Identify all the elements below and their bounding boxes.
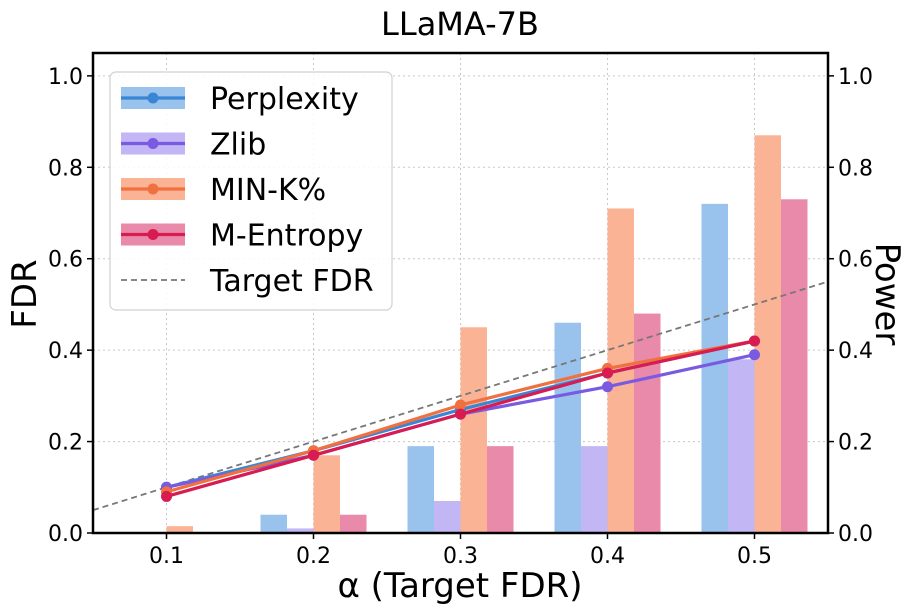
fdr-point	[161, 490, 172, 502]
y-tick-label-left: 0.0	[48, 522, 83, 547]
legend-label: MIN-K%	[210, 173, 326, 208]
fdr-lines	[161, 335, 760, 502]
y-tick-label-left: 0.6	[48, 248, 83, 273]
y-axis-label-right: Power	[867, 243, 907, 346]
target-fdr-line	[92, 280, 829, 512]
legend-marker	[147, 183, 159, 195]
power-bar	[260, 514, 287, 533]
y-tick-label-right: 0.0	[838, 522, 873, 547]
legend-label: Perplexity	[210, 82, 359, 117]
y-tick-label-right: 1.0	[838, 65, 873, 90]
target-fdr-reference-line	[92, 280, 829, 512]
power-bar	[434, 501, 461, 533]
x-tick-label: 0.5	[737, 544, 772, 569]
legend-label: Target FDR	[209, 264, 374, 299]
power-bar	[407, 446, 434, 533]
fdr-point	[308, 449, 319, 461]
fdr-point	[455, 399, 466, 411]
x-tick-label: 0.4	[590, 544, 625, 569]
power-bar	[728, 359, 755, 533]
power-bar	[340, 514, 367, 533]
power-bar	[634, 313, 661, 533]
chart-title: LLaMA-7B	[381, 5, 539, 43]
fdr-point	[455, 408, 466, 420]
y-tick-label-right: 0.4	[838, 339, 873, 364]
power-bar	[554, 322, 581, 533]
power-bar	[487, 446, 514, 533]
y-axis-label-left: FDR	[5, 259, 45, 328]
legend-box	[109, 71, 393, 311]
x-tick-label: 0.1	[149, 544, 184, 569]
power-bar	[781, 199, 808, 534]
y-tick-label-left: 0.8	[48, 156, 83, 181]
y-tick-label-left: 1.0	[48, 65, 83, 90]
power-bar	[754, 135, 781, 534]
fdr-point	[749, 335, 760, 347]
legend: Perplexity Zlib MIN-K% M-Entropy Target FDR	[109, 71, 393, 311]
x-tick-label: 0.3	[443, 544, 478, 569]
legend-marker	[147, 229, 159, 240]
power-bar	[166, 526, 193, 533]
power-bar	[701, 203, 728, 533]
legend-marker	[147, 138, 159, 149]
y-tick-label-left: 0.2	[48, 431, 83, 456]
power-bar	[287, 528, 314, 533]
x-tick-label: 0.2	[296, 544, 331, 569]
y-tick-label-right: 0.2	[838, 431, 873, 456]
axes: 0.1 0.2 0.3 0.4 0.5 0.0 0.0 0.2 0.2 0.4 0.4 0.6 0.6 0…	[48, 65, 873, 569]
legend-label: M-Entropy	[210, 219, 363, 254]
y-tick-label-left: 0.4	[48, 339, 83, 364]
fdr-point	[749, 349, 760, 361]
legend-marker	[147, 92, 159, 104]
fdr-point	[602, 367, 613, 379]
power-bar	[581, 446, 608, 533]
y-tick-label-right: 0.8	[838, 156, 873, 181]
y-tick-label-right: 0.6	[838, 248, 873, 273]
legend-label: Zlib	[210, 128, 266, 163]
power-bar	[460, 327, 487, 533]
fdr-point	[602, 381, 613, 393]
power-bar	[313, 455, 340, 533]
bars	[166, 135, 808, 534]
x-axis-label: α (Target FDR)	[337, 566, 582, 606]
